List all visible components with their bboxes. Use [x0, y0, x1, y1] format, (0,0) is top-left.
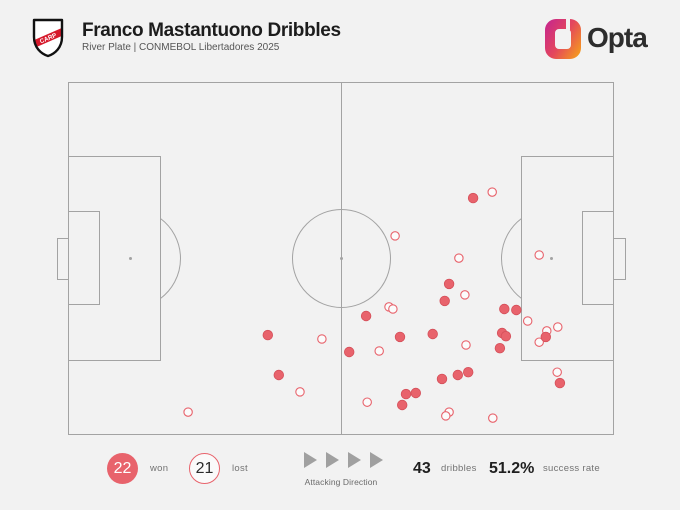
opta-logo-icon	[545, 19, 581, 59]
crest-outline	[32, 18, 64, 58]
dribble-won-point	[400, 388, 412, 400]
right-penalty-spot	[550, 257, 553, 260]
left-penalty-box	[68, 156, 161, 361]
legend-won-label: won	[150, 463, 169, 474]
dribble-lost-point	[460, 290, 470, 300]
dribble-lost-point	[374, 346, 384, 356]
dribble-lost-point	[487, 187, 497, 197]
right-goal	[613, 238, 626, 280]
dribble-won-point	[500, 331, 512, 342]
dribble-lost-point	[534, 337, 544, 347]
dribble-lost-point	[454, 253, 464, 263]
left-six-yard-box	[68, 211, 100, 305]
opta-logo-notch	[566, 19, 570, 30]
dribble-won-point	[360, 310, 372, 322]
crest-red-band	[34, 27, 62, 49]
dribble-won-point	[410, 387, 422, 399]
success-rate-label: success rate	[543, 463, 600, 474]
dribble-won-point	[511, 304, 522, 316]
legend-lost-count: 21	[195, 459, 214, 477]
dribble-won-point	[427, 328, 438, 340]
dribble-won-point	[439, 295, 450, 307]
pitch-markings	[57, 82, 626, 435]
dribble-won-point	[463, 367, 474, 378]
opta-logo-ring	[545, 19, 581, 59]
dribble-won-point	[443, 278, 455, 290]
dribble-lost-point	[362, 397, 372, 407]
total-dribbles-value: 43	[413, 460, 431, 477]
pitch-map	[57, 82, 626, 435]
success-rate-value: 51.2%	[489, 460, 535, 477]
club-crest-icon: CARP	[32, 18, 64, 58]
right-six-yard-box	[582, 211, 614, 305]
legend-lost-label: lost	[232, 463, 248, 474]
dribble-won-point	[554, 377, 566, 389]
attacking-direction-label: Attacking Direction	[304, 477, 378, 487]
dribble-lost-point	[388, 304, 398, 314]
center-circle	[292, 209, 391, 308]
dribble-lost-point	[390, 231, 400, 241]
page-subtitle: River Plate | CONMEBOL Libertadores 2025	[82, 42, 280, 53]
direction-arrow-icon	[304, 452, 317, 468]
dribble-won-point	[436, 373, 448, 385]
legend-won-marker: 22	[107, 453, 138, 484]
dribble-lost-point	[317, 334, 327, 344]
left-penalty-arc	[160, 218, 181, 299]
dribble-won-point	[494, 343, 506, 354]
center-spot	[340, 257, 343, 260]
right-penalty-box	[521, 156, 614, 361]
right-penalty-arc	[501, 218, 522, 299]
pitch-spots	[129, 257, 553, 260]
dribble-lost-point	[183, 407, 193, 417]
direction-arrow-icon	[326, 452, 339, 468]
attacking-direction-arrows	[304, 452, 383, 468]
page-title: Franco Mastantuono Dribbles	[82, 20, 341, 41]
dribble-won-point	[467, 192, 479, 204]
dribble-lost-point	[522, 316, 533, 326]
left-penalty-spot	[129, 257, 132, 260]
dribble-won-point	[262, 329, 274, 341]
legend-won-count: 22	[113, 459, 132, 477]
dribble-lost-point	[488, 413, 498, 423]
direction-arrow-icon	[348, 452, 361, 468]
dribble-lost-point	[552, 367, 562, 377]
dribble-won-point	[273, 369, 285, 381]
dribble-lost-point	[534, 250, 544, 260]
dribble-won-point	[344, 346, 355, 358]
dribble-won-point	[394, 331, 406, 343]
dribble-lost-point	[461, 340, 471, 350]
dribble-lost-point	[441, 411, 451, 421]
opta-wordmark: Opta	[587, 22, 648, 53]
left-goal	[57, 238, 69, 280]
dribble-lost-point	[295, 387, 305, 397]
direction-arrow-icon	[370, 452, 383, 468]
dribble-points	[183, 187, 566, 423]
dribble-won-point	[499, 303, 510, 315]
dribble-lost-point	[553, 322, 563, 332]
dribble-won-point	[397, 399, 408, 411]
dribble-won-point	[452, 369, 464, 381]
total-dribbles-label: dribbles	[441, 463, 477, 474]
dribble-won-point	[540, 331, 552, 343]
legend-lost-marker: 21	[189, 453, 220, 484]
